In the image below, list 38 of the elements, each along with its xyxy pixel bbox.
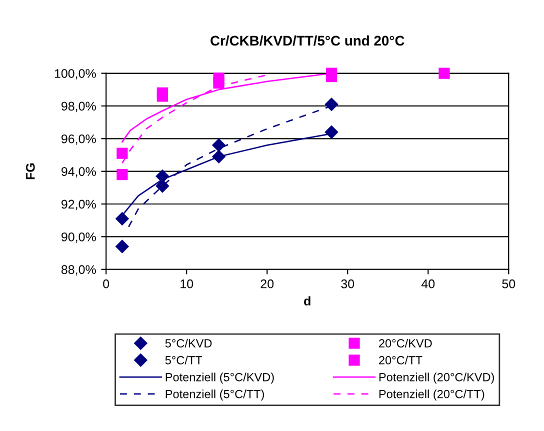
point (116, 212, 129, 226)
x-tick-label: 10 (180, 279, 194, 288)
point (438, 68, 450, 79)
y-tick-label: 100,0% (54, 69, 96, 80)
x-tick-label: 30 (341, 279, 354, 288)
legend-label: 20°C/KVD (379, 338, 432, 348)
legend-label: Potenziell (5°C/KVD) (166, 372, 274, 384)
legend-label: 5°C/KVD (165, 338, 212, 348)
y-tick-label: 88,0% (61, 265, 96, 276)
x-tick-label: 40 (421, 279, 435, 288)
legend-label: Potenziell (20°C/TT) (379, 390, 484, 401)
x-axis-title: d (304, 296, 310, 306)
y-tick-label: 94,0% (62, 167, 96, 178)
point (116, 148, 128, 159)
x-tick-label: 0 (103, 279, 110, 288)
point (212, 138, 226, 152)
y-tick-label: 92,0% (62, 200, 96, 210)
y-axis-title: FG (26, 163, 35, 180)
point (326, 70, 338, 82)
point (212, 150, 226, 164)
point (324, 98, 338, 111)
y-tick-label: 96,0% (62, 134, 96, 145)
chart-title: Cr/CKB/KVD/TT/5°C und 20°C (210, 35, 404, 46)
point (324, 126, 338, 139)
point (156, 170, 170, 183)
legend-label: 5°C/TT (165, 356, 202, 364)
point (156, 87, 168, 98)
y-tick-label: 98,0% (62, 102, 96, 112)
point (116, 240, 129, 254)
x-tick-label: 50 (502, 279, 516, 288)
legend-label: Potenziell (20°C/KVD) (379, 372, 494, 384)
legend-label: Potenziell (5°C/TT) (166, 390, 264, 401)
point (116, 169, 128, 180)
y-tick-label: 90,0% (62, 232, 96, 243)
point (213, 78, 224, 89)
legend-label: 20°C/TT (379, 356, 422, 364)
point (156, 179, 170, 193)
x-tick-label: 20 (260, 279, 274, 288)
